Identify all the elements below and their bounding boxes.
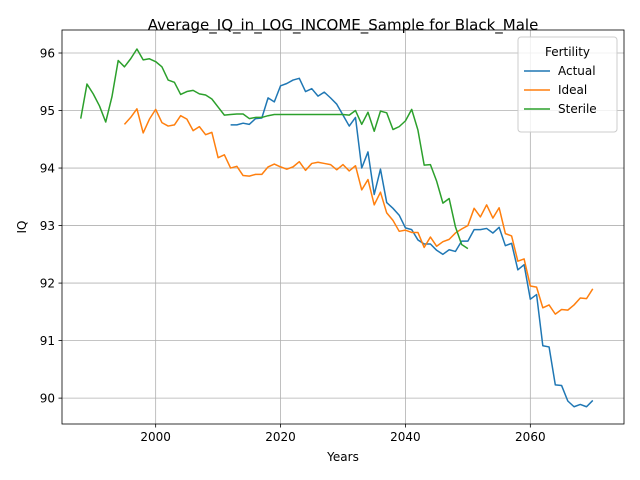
x-tick-label: 2000 bbox=[140, 430, 171, 444]
y-axis-label: IQ bbox=[15, 221, 29, 234]
plot-frame bbox=[61, 29, 625, 425]
series-line-actual bbox=[230, 77, 594, 408]
series-line-sterile bbox=[79, 48, 469, 250]
x-tick-label: 2060 bbox=[515, 430, 546, 444]
legend-title: Fertility bbox=[545, 45, 590, 59]
y-tick-label: 94 bbox=[40, 162, 55, 176]
series-line-ideal bbox=[123, 108, 594, 315]
x-axis: 2000 2020 2040 2060 bbox=[140, 424, 546, 444]
legend-label-sterile: Sterile bbox=[558, 102, 597, 116]
y-tick-label: 92 bbox=[40, 277, 55, 291]
y-tick-label: 93 bbox=[40, 219, 55, 233]
legend: Fertility Actual Ideal Sterile bbox=[517, 36, 618, 133]
y-tick-label: 90 bbox=[40, 392, 55, 406]
chart-title: Average_IQ_in_LOG_INCOME_Sample for Blac… bbox=[148, 16, 539, 35]
y-tick-label: 95 bbox=[40, 104, 55, 118]
x-tick-label: 2040 bbox=[390, 430, 421, 444]
y-axis: 90 91 92 93 94 95 96 bbox=[40, 47, 62, 406]
legend-label-actual: Actual bbox=[558, 64, 596, 78]
x-axis-label: Years bbox=[326, 450, 359, 464]
x-tick-label: 2020 bbox=[265, 430, 296, 444]
series-layer bbox=[79, 48, 594, 408]
y-tick-label: 96 bbox=[40, 47, 55, 61]
legend-label-ideal: Ideal bbox=[558, 83, 587, 97]
y-tick-label: 91 bbox=[40, 334, 55, 348]
